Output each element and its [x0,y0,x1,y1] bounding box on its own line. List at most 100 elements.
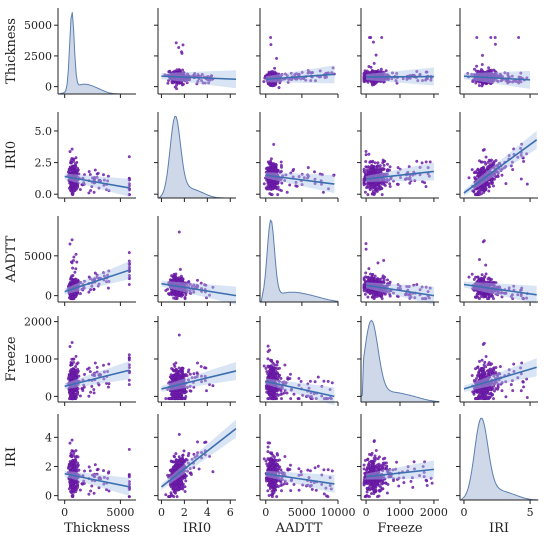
scatter-point [375,295,379,298]
scatter-point [72,279,76,283]
scatter-point [525,182,529,186]
scatter-point [270,193,274,197]
scatter-point [362,183,366,187]
scatter-point [475,64,479,68]
panel-IRI0-vs-IRI0 [154,112,236,202]
scatter-point [408,181,412,185]
scatter-point [474,81,478,85]
scatter-point [87,366,91,370]
scatter-point [380,193,384,197]
scatter-point [178,291,182,295]
scatter-point [486,160,490,164]
scatter-point [127,283,131,286]
scatter-point [187,280,191,283]
scatter-point [93,361,97,365]
scatter-point [295,184,299,188]
scatter-point [371,159,375,163]
scatter-point [164,289,168,292]
kde-curve-AADTT [259,219,339,303]
scatter-point [364,271,368,275]
ci-band [64,261,130,295]
scatter-point [70,147,74,151]
scatter-point [476,167,480,171]
scatter-point [517,36,521,39]
scatter-point [380,36,384,39]
scatter-point [490,158,493,162]
scatter-point [386,162,389,166]
y-tick-label: 5.0 [35,125,53,138]
scatter-point [379,187,383,191]
scatter-point [72,259,75,262]
scatter-point [484,263,488,267]
scatter-point [74,186,77,189]
scatter-point [185,81,189,85]
scatter-point [181,43,185,47]
scatter-point [487,189,491,193]
scatter-point [381,158,385,162]
scatter-point [177,68,181,72]
scatter-point [428,160,432,164]
scatter-point [423,181,427,185]
scatter-point [371,272,375,276]
scatter-point [172,296,176,300]
scatter-point [89,189,93,192]
scatter-point [365,165,369,169]
scatter-point [74,252,78,256]
scatter-point [364,247,368,251]
scatter-point [171,81,175,85]
scatter-point [519,177,523,181]
scatter-point [73,292,77,296]
scatter-point [485,182,489,186]
scatter-point [386,278,389,282]
scatter-point [127,155,131,159]
scatter-point [382,163,386,167]
scatter-point [475,293,479,297]
scatter-point [388,182,392,186]
scatter-point [362,177,366,181]
scatter-point [365,169,369,172]
y-tick-label: 2.5 [35,157,53,170]
scatter-point [175,277,179,281]
scatter-point [362,79,366,83]
scatter-point [364,153,368,157]
scatter-point [181,82,185,86]
scatter-point [175,83,179,87]
scatter-point [481,82,485,86]
scatter-point [496,174,500,178]
scatter-point [107,382,111,386]
panel-IRI0-vs-Thickness: 0.0 2.5 5.0 [35,112,136,202]
scatter-point [196,73,200,77]
scatter-point [484,187,488,190]
scatter-point [366,295,370,299]
scatter-point [474,193,478,197]
scatter-point [493,177,496,181]
scatter-point [388,165,392,169]
scatter-point [171,289,175,293]
scatter-point [89,288,93,292]
scatter-point [74,354,78,358]
scatter-point [376,164,380,168]
scatter-point [93,271,97,275]
scatter-point [102,173,105,177]
scatter-point [485,297,489,301]
scatter-point [177,279,181,283]
y-tick-label: 0.0 [35,188,53,201]
scatter-point [272,142,276,146]
scatter-point [488,181,492,185]
scatter-point [363,190,367,194]
scatter-point [67,296,71,300]
scatter-point [368,36,371,39]
scatter-point [481,53,484,57]
ci-band [463,130,537,196]
scatter-point [181,68,185,72]
scatter-point [504,182,508,186]
scatter-point [269,36,273,39]
scatter-point [177,230,181,234]
scatter-point [378,166,382,170]
scatter-point [382,278,386,282]
scatter-point [482,148,486,152]
scatter-point [270,71,274,75]
scatter-point [285,190,289,194]
scatter-point [92,388,96,391]
